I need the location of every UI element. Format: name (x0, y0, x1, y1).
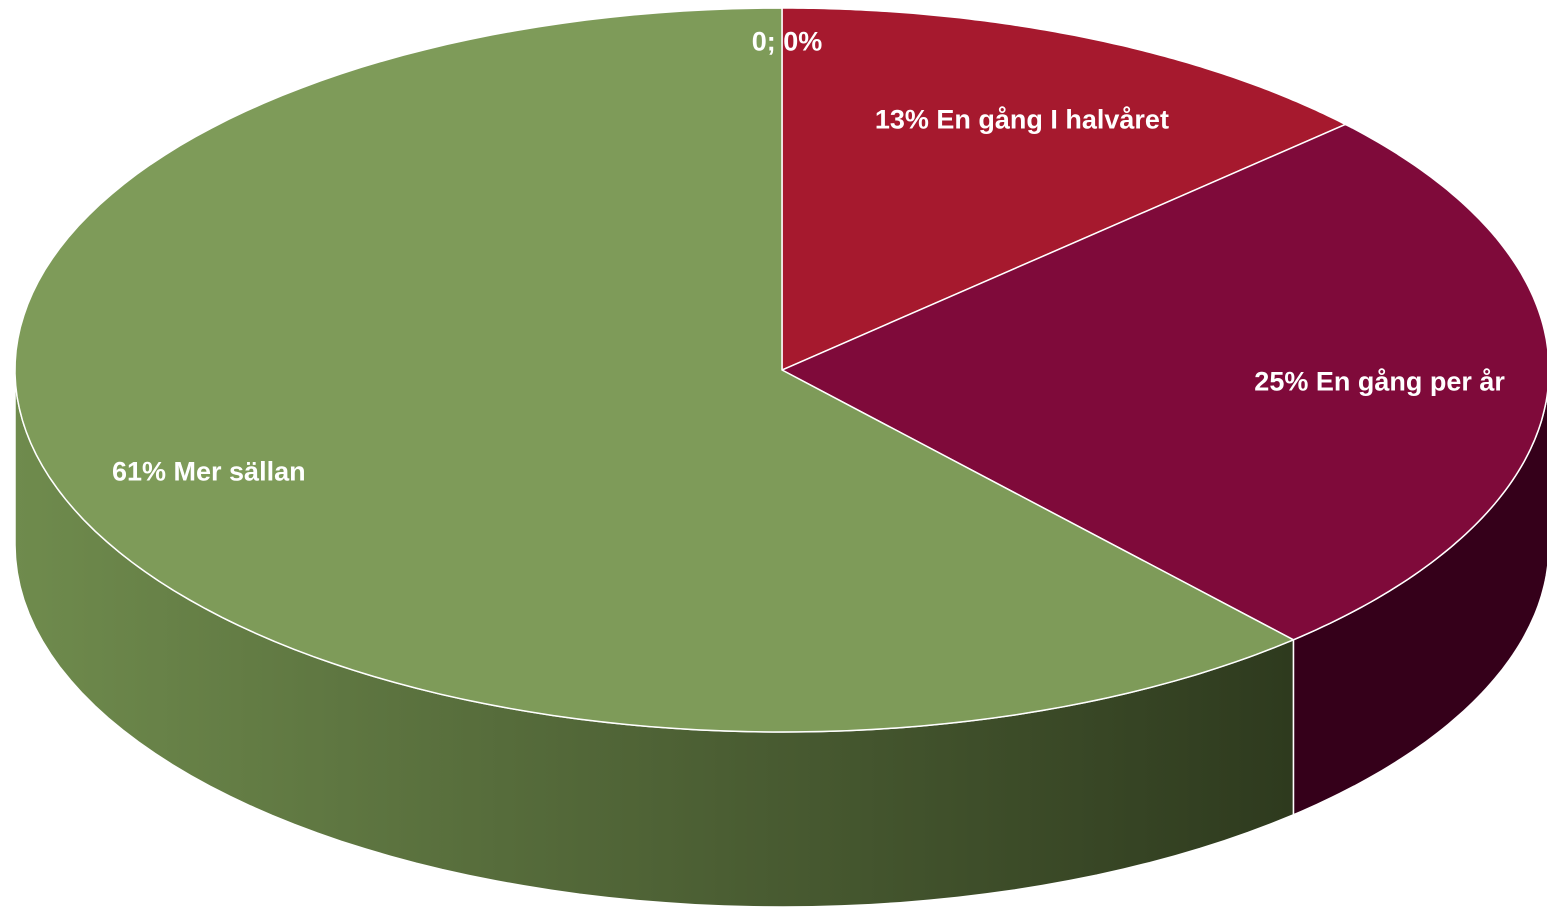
pie-slice-13-en-g-ng-i-halv-ret (781, 7, 1347, 371)
pie-slice-25-en-g-ng-per-r (781, 123, 1547, 641)
slice-label-61-mer-s-llan: 61% Mer sällan (112, 457, 306, 487)
slice-label-0-0: 0; 0% (752, 26, 823, 56)
slice-label-25-en-g-ng-per-r: 25% En gång per år (1254, 367, 1505, 397)
pie-slice-61-mer-s-llan (14, 7, 1295, 733)
slice-label-13-en-g-ng-i-halv-ret: 13% En gång I halvåret (875, 104, 1169, 134)
